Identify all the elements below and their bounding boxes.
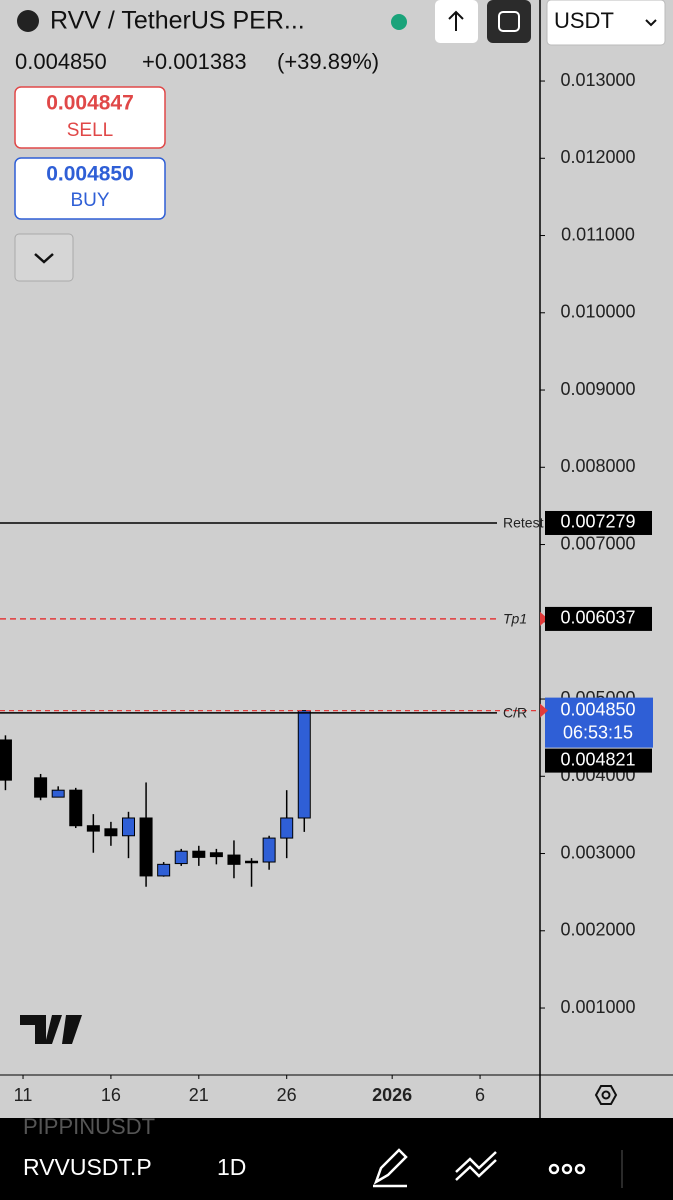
status-dot xyxy=(391,14,407,30)
level-name: C/R xyxy=(503,705,527,721)
y-tick-label: 0.011000 xyxy=(561,224,635,244)
buy-price: 0.004850 xyxy=(46,163,134,186)
level-tag-label: 0.006037 xyxy=(560,608,635,628)
tv-logo xyxy=(20,1015,82,1044)
candle-body xyxy=(192,850,206,858)
level-tag-label: 0.004821 xyxy=(560,749,635,769)
up-icon xyxy=(448,10,464,31)
y-tick-label: 0.012000 xyxy=(560,147,635,167)
dropdown-icon xyxy=(645,19,657,27)
level-arrow xyxy=(540,611,548,626)
y-tick-label: 0.013000 xyxy=(560,70,635,90)
x-tick-label: 6 xyxy=(475,1085,485,1105)
currency-select[interactable] xyxy=(546,0,666,46)
price-tag xyxy=(545,697,653,748)
level-tag xyxy=(545,510,652,535)
candle-body xyxy=(157,863,171,877)
x-tick-label: 11 xyxy=(14,1085,33,1105)
x-tick-label: 21 xyxy=(189,1085,209,1105)
price-change: +0.001383 xyxy=(142,49,247,74)
candle-body xyxy=(51,789,65,798)
logo xyxy=(17,10,39,32)
y-tick-label: 0.007000 xyxy=(560,533,635,553)
level-name: Retest xyxy=(503,515,544,531)
candle-body xyxy=(0,739,12,781)
candle-body xyxy=(174,850,188,865)
buy-button[interactable] xyxy=(14,157,166,220)
sell-price: 0.004847 xyxy=(46,92,134,115)
expand-button[interactable] xyxy=(487,0,531,43)
buy-label: BUY xyxy=(70,190,109,211)
y-tick-label: 0.008000 xyxy=(560,456,635,476)
candle-body xyxy=(227,854,241,865)
lines-icon[interactable] xyxy=(455,1151,497,1181)
level-tag xyxy=(545,606,652,631)
candle-body xyxy=(262,837,276,863)
countdown: 06:53:15 xyxy=(563,722,633,742)
sell-button[interactable] xyxy=(14,86,166,149)
plot: 0.0010000.0020000.0030000.0040000.005000… xyxy=(0,70,653,1105)
price-change-pct: (+39.89%) xyxy=(277,49,379,74)
candle-body xyxy=(245,860,259,864)
settings-dot xyxy=(601,1090,611,1100)
price-tag-arrow xyxy=(540,703,548,718)
y-tick-label: 0.003000 xyxy=(560,842,635,862)
level-tag xyxy=(545,748,652,773)
last-price: 0.004850 xyxy=(15,49,107,74)
x-tick-label: 26 xyxy=(277,1085,297,1105)
x-tick-label: 2026 xyxy=(372,1085,412,1105)
candle-body xyxy=(280,817,294,839)
more-icon[interactable] xyxy=(548,1163,586,1175)
candle-body xyxy=(86,825,100,832)
footer-symbol[interactable]: RVVUSDT.P xyxy=(23,1154,152,1180)
collapse-icon xyxy=(34,253,54,264)
level-tag-label: 0.007279 xyxy=(560,512,635,532)
candle-body xyxy=(121,817,135,837)
footer-interval[interactable]: 1D xyxy=(217,1154,246,1180)
candle-body xyxy=(209,852,223,858)
draw-icon[interactable] xyxy=(373,1148,408,1188)
symbol-title: RVV / TetherUS PER... xyxy=(50,7,305,35)
candle-body xyxy=(69,789,83,827)
x-tick-label: 16 xyxy=(101,1085,121,1105)
candle-body xyxy=(34,777,48,798)
footer-bar xyxy=(0,1118,673,1200)
y-tick-label: 0.001000 xyxy=(560,997,635,1017)
candle-body xyxy=(139,817,153,877)
collapse-button[interactable] xyxy=(14,233,74,282)
y-tick-label: 0.010000 xyxy=(560,302,635,322)
y-tick-label: 0.009000 xyxy=(560,379,635,399)
sell-label: SELL xyxy=(67,120,113,141)
price-tag-label: 0.004850 xyxy=(560,699,635,719)
currency: USDT xyxy=(554,8,614,33)
candle-body xyxy=(297,710,311,819)
y-tick-label: 0.002000 xyxy=(560,920,635,940)
level-name: Tp1 xyxy=(503,611,527,627)
candle-body xyxy=(104,828,118,837)
expand-icon xyxy=(498,11,520,32)
settings-icon[interactable] xyxy=(594,1085,618,1105)
watermark-symbol: PIPPINUSDT xyxy=(23,1114,155,1139)
